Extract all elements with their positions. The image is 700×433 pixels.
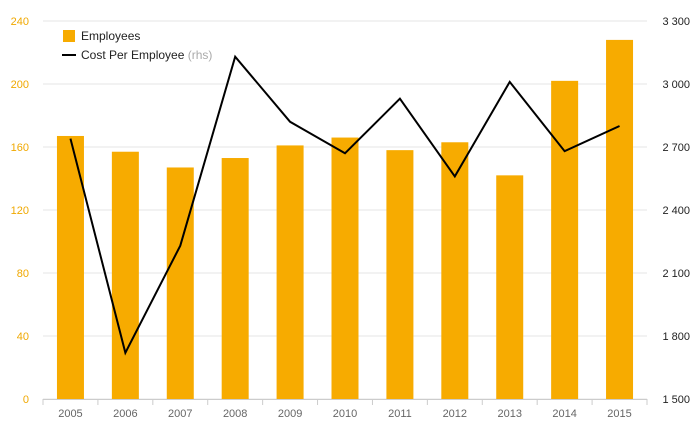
- x-tick-label: 2008: [223, 408, 247, 420]
- legend-swatch-employees: [63, 30, 75, 42]
- bar-2007: [166, 167, 194, 399]
- y-left-tick-label: 40: [17, 331, 29, 343]
- y-right-tick-label: 2 100: [662, 268, 690, 280]
- x-tick-label: 2009: [278, 408, 302, 420]
- y-left-tick-label: 200: [11, 79, 29, 91]
- bar-2014: [551, 80, 579, 399]
- x-tick-label: 2005: [58, 408, 82, 420]
- bar-2005: [56, 135, 84, 399]
- x-tick-label: 2007: [168, 408, 192, 420]
- legend-note-rhs: (rhs): [188, 48, 213, 62]
- bar-2006: [111, 151, 139, 399]
- bar-2015: [606, 39, 634, 400]
- y-left-tick-label: 120: [11, 205, 29, 217]
- legend-label-employees: Employees: [81, 29, 140, 43]
- y-left-tick-label: 0: [23, 394, 29, 406]
- y-left-tick-label: 240: [11, 16, 29, 28]
- bar-2009: [276, 145, 304, 399]
- y-right-tick-label: 3 300: [662, 16, 690, 28]
- bar-2010: [331, 137, 359, 400]
- x-tick-label: 2012: [443, 408, 467, 420]
- y-right-tick-label: 2 400: [662, 205, 690, 217]
- x-tick-label: 2013: [497, 408, 521, 420]
- bar-2008: [221, 158, 249, 399]
- bar-2011: [386, 150, 414, 399]
- legend-label-cost: Cost Per Employee (rhs): [81, 48, 212, 62]
- y-left-tick-label: 80: [17, 268, 29, 280]
- x-tick-label: 2006: [113, 408, 137, 420]
- bar-2013: [496, 175, 524, 399]
- x-tick-label: 2010: [333, 408, 357, 420]
- x-tick-label: 2011: [388, 408, 412, 420]
- x-tick-label: 2015: [607, 408, 631, 420]
- x-tick-label: 2014: [552, 408, 576, 420]
- y-right-tick-label: 2 700: [662, 142, 690, 154]
- bar-2012: [441, 142, 469, 399]
- y-right-tick-label: 1 800: [662, 331, 690, 343]
- y-right-tick-label: 3 000: [662, 79, 690, 91]
- y-right-tick-label: 1 500: [662, 394, 690, 406]
- y-left-tick-label: 160: [11, 142, 29, 154]
